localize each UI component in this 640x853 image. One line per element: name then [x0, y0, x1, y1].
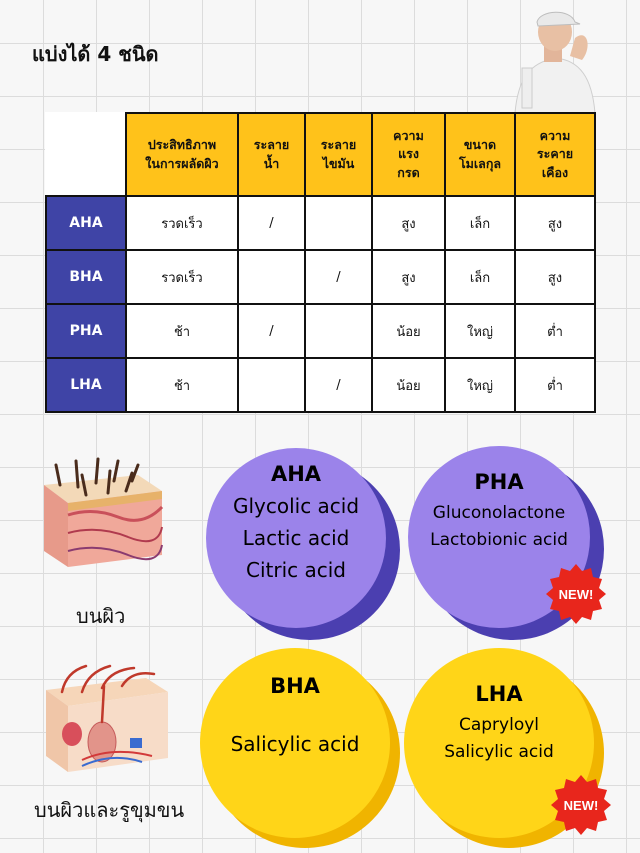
table-cell: สูง	[514, 249, 596, 305]
table-cell	[237, 249, 306, 305]
col-header-irritation: ความ ระคาย เคือง	[514, 112, 596, 197]
new-badge-text: NEW!	[564, 798, 599, 813]
aha-card-title: AHA	[270, 462, 322, 486]
table-cell: เล็ก	[444, 195, 516, 251]
table-cell: สูง	[371, 249, 446, 305]
bha-card-line: Salicylic acid	[230, 732, 360, 756]
col-header-label: ความ ระคาย เคือง	[536, 128, 574, 180]
skin-pore-icon	[46, 664, 168, 772]
col-header-oil-soluble: ระลาย ไขมัน	[304, 112, 373, 197]
page-title: แบ่งได้ 4 ชนิด	[32, 42, 159, 66]
row-header: PHA	[45, 303, 127, 359]
pha-card-line: Gluconolactone	[432, 503, 566, 523]
row-header: BHA	[45, 249, 127, 305]
table-cell: รวดเร็ว	[125, 195, 239, 251]
table-header-row: ประสิทธิภาพ ในการผลัดผิว ระลาย น้ำ ระลาย…	[46, 112, 596, 197]
table-cell: สูง	[371, 195, 446, 251]
col-header-molecule-size: ขนาด โมเลกุล	[444, 112, 516, 197]
table-cell: /	[237, 303, 306, 359]
col-header-label: ขนาด โมเลกุล	[458, 137, 502, 171]
lha-card-line: Capryloyl	[458, 715, 540, 735]
lha-card-title: LHA	[475, 682, 523, 706]
table-cell	[304, 303, 373, 359]
table-cell: ช้า	[125, 303, 239, 359]
pha-card-title: PHA	[474, 470, 524, 494]
lha-card-line: Salicylic acid	[444, 742, 554, 763]
table-row: PHA ช้า / น้อย ใหญ่ ต่ำ	[45, 303, 596, 359]
aha-card-fill	[206, 448, 386, 628]
aha-card: AHA Glycolic acid Lactic acid Citric aci…	[206, 448, 400, 640]
table-cell: ต่ำ	[514, 303, 596, 359]
table-row: AHA รวดเร็ว / สูง เล็ก สูง	[45, 195, 596, 251]
table-cell: /	[304, 357, 373, 413]
col-header-label: ระลาย ไขมัน	[320, 137, 357, 171]
new-badge-icon: NEW!	[551, 775, 611, 835]
skin-surface-icon	[44, 457, 164, 567]
table-cell	[304, 195, 373, 251]
table-row: LHA ช้า / น้อย ใหญ่ ต่ำ	[45, 357, 596, 413]
table-cell	[237, 357, 306, 413]
pha-card: PHA Gluconolactone Lactobionic acid	[408, 446, 604, 640]
table-cell: ช้า	[125, 357, 239, 413]
row-header: AHA	[45, 195, 127, 251]
col-header-acid-strength: ความ แรง กรด	[371, 112, 446, 197]
col-header-label: ระลาย น้ำ	[253, 137, 290, 171]
table-cell: สูง	[514, 195, 596, 251]
table-cell: ใหญ่	[444, 303, 516, 359]
pores-label: บนผิวและรูขุมขน	[34, 798, 185, 822]
aha-card-line: Lactic acid	[242, 526, 350, 550]
table-corner	[46, 113, 126, 196]
table-cell: น้อย	[371, 357, 446, 413]
aha-card-line: Citric acid	[246, 558, 346, 582]
table-cell: ใหญ่	[444, 357, 516, 413]
col-header-label: ความ แรง กรด	[393, 128, 424, 180]
surface-label: บนผิว	[76, 604, 126, 628]
table-cell: /	[304, 249, 373, 305]
table-cell: เล็ก	[444, 249, 516, 305]
table-cell: ต่ำ	[514, 357, 596, 413]
row-header: LHA	[45, 357, 127, 413]
pha-card-line: Lactobionic acid	[430, 530, 568, 551]
person-icon	[514, 11, 596, 113]
new-badge-icon: NEW!	[546, 564, 606, 624]
bha-card: BHA Salicylic acid	[200, 648, 400, 848]
new-badge-text: NEW!	[559, 587, 594, 602]
table-row: BHA รวดเร็ว / สูง เล็ก สูง	[45, 249, 596, 305]
table-cell: น้อย	[371, 303, 446, 359]
bha-card-fill	[200, 648, 390, 838]
col-header-exfoliation: ประสิทธิภาพ ในการผลัดผิว	[125, 112, 239, 197]
bha-card-title: BHA	[270, 674, 320, 698]
col-header-label: ประสิทธิภาพ ในการผลัดผิว	[145, 137, 219, 171]
col-header-water-soluble: ระลาย น้ำ	[237, 112, 306, 197]
aha-card-line: Glycolic acid	[232, 494, 360, 518]
table-cell: รวดเร็ว	[125, 249, 239, 305]
comparison-table: ประสิทธิภาพ ในการผลัดผิว ระลาย น้ำ ระลาย…	[45, 112, 596, 413]
table-cell: /	[237, 195, 306, 251]
